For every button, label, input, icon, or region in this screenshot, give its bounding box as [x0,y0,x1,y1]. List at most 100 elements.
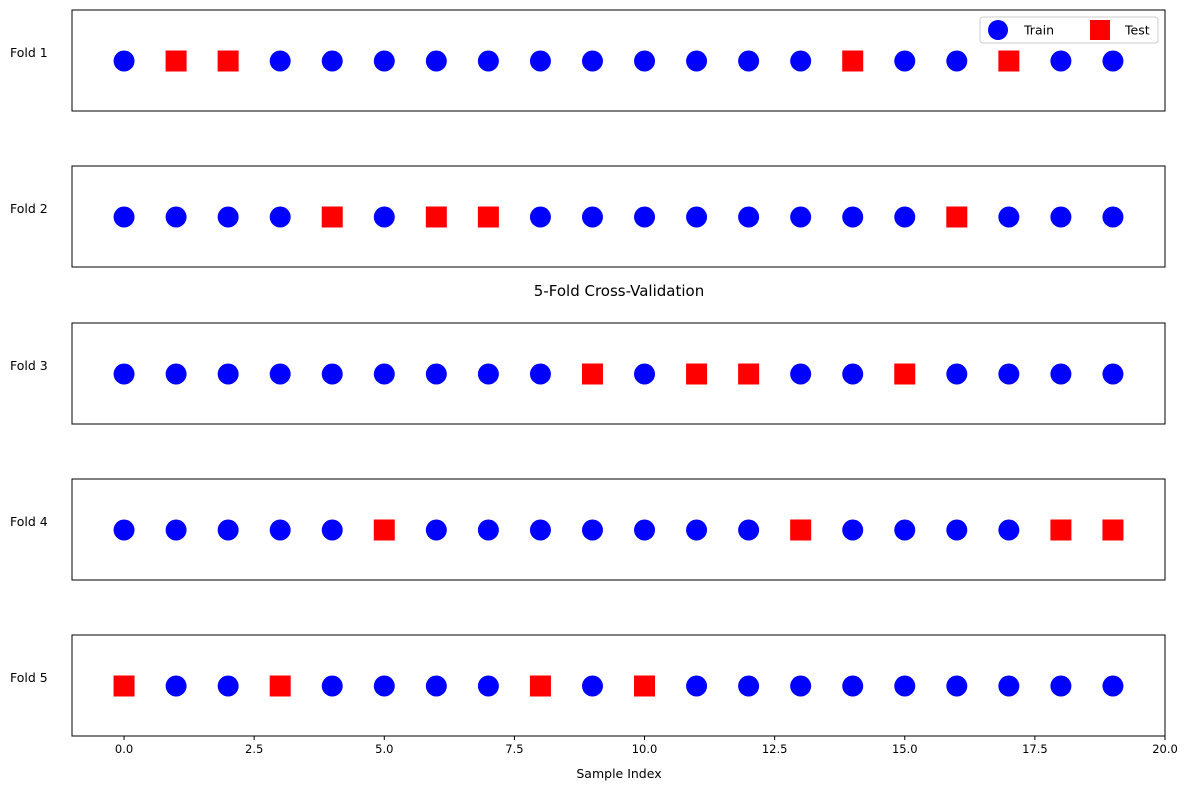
train-marker [738,50,760,72]
train-marker [686,675,708,697]
train-marker [217,206,239,228]
x-tick-label: 7.5 [505,742,523,756]
train-marker [529,363,551,385]
train-marker [738,206,760,228]
test-marker [1050,519,1072,541]
fold-label: Fold 1 [10,45,48,60]
train-marker [946,363,968,385]
test-marker [842,50,864,72]
train-marker [686,50,708,72]
train-marker [321,363,343,385]
train-marker [321,50,343,72]
train-marker [269,363,291,385]
train-marker [217,363,239,385]
x-tick-label: 20.0 [1152,742,1178,756]
train-marker [321,519,343,541]
train-marker [529,519,551,541]
train-marker [113,363,135,385]
train-marker [581,206,603,228]
x-tick-label: 5.0 [375,742,393,756]
test-marker [894,363,916,385]
train-marker [842,363,864,385]
train-marker [529,50,551,72]
legend-train-marker [988,20,1008,40]
x-axis: 0.0 2.5 5.0 7.5 10.0 12.5 15.0 17.5 20.0 [115,736,1178,756]
train-marker [529,206,551,228]
train-marker [1050,50,1072,72]
train-marker [946,519,968,541]
test-marker [269,675,291,697]
train-marker [842,206,864,228]
train-marker [581,519,603,541]
train-marker [998,363,1020,385]
test-marker [425,206,447,228]
fold-panel-frame [71,322,1166,425]
train-marker [581,50,603,72]
test-marker [113,675,135,697]
train-marker [217,675,239,697]
train-marker [946,675,968,697]
train-marker [842,519,864,541]
test-marker [686,363,708,385]
train-marker [686,206,708,228]
fold-label: Fold 5 [10,670,48,685]
train-marker [165,363,187,385]
legend-box [979,16,1159,44]
test-marker [634,675,656,697]
fold-panel: Fold 2 [10,165,1166,268]
test-marker [738,363,760,385]
test-marker [321,206,343,228]
train-marker [738,675,760,697]
train-marker [1050,363,1072,385]
train-marker [686,519,708,541]
train-marker [113,206,135,228]
train-marker [477,363,499,385]
train-marker [165,675,187,697]
train-marker [425,675,447,697]
fold-panel: Fold 3 [10,322,1166,425]
fold-panel-frame [71,165,1166,268]
train-marker [1050,675,1072,697]
train-marker [425,363,447,385]
train-marker [946,50,968,72]
test-marker [946,206,968,228]
train-marker [634,50,656,72]
train-marker [113,519,135,541]
fold-panels: Fold 1 Fold 2 Fold 3 Fold 4 Fold 5 [10,9,1166,737]
train-marker [634,519,656,541]
train-marker [477,519,499,541]
train-marker [634,363,656,385]
test-marker [581,363,603,385]
train-marker [998,519,1020,541]
train-marker [269,50,291,72]
x-tick-label: 0.0 [115,742,133,756]
legend-test-marker [1090,20,1110,40]
legend: Train Test [979,16,1159,44]
x-tick-label: 12.5 [762,742,788,756]
test-marker [165,50,187,72]
fold-label: Fold 4 [10,514,48,529]
x-tick-label: 15.0 [892,742,918,756]
train-marker [790,675,812,697]
train-marker [477,675,499,697]
fold-label: Fold 3 [10,358,48,373]
train-marker [738,519,760,541]
train-marker [425,519,447,541]
train-marker [1102,206,1124,228]
legend-test-label: Test [1124,23,1150,38]
fold-panel-frame [71,478,1166,581]
train-marker [217,519,239,541]
legend-train-label: Train [1023,23,1054,38]
train-marker [165,206,187,228]
train-marker [894,519,916,541]
train-marker [894,675,916,697]
train-marker [373,50,395,72]
fold-panel-frame [71,634,1166,737]
fold-panel: Fold 4 [10,478,1166,581]
train-marker [581,675,603,697]
test-marker [1102,519,1124,541]
train-marker [998,675,1020,697]
test-marker [217,50,239,72]
test-marker [373,519,395,541]
chart-title: 5-Fold Cross-Validation [534,282,704,300]
